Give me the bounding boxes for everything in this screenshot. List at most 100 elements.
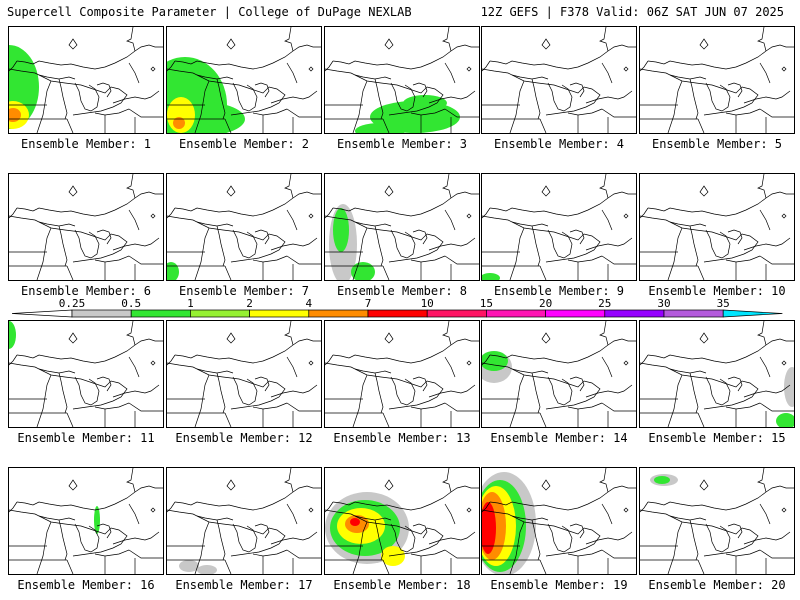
map-boundary (167, 207, 176, 219)
map-boundary (759, 62, 771, 84)
map-boundary (444, 549, 479, 559)
map-boundary (126, 174, 136, 199)
map-boundary (325, 354, 334, 366)
map-boundary (466, 360, 472, 366)
map-boundary (585, 531, 633, 545)
map-boundary (539, 559, 547, 574)
map-boundary (352, 374, 368, 427)
map-boundary (390, 229, 416, 259)
map-boundary (725, 549, 761, 557)
map-boundary (196, 221, 234, 227)
map-boundary (601, 255, 636, 265)
map-boundary (74, 229, 100, 259)
ensemble-member-map (481, 173, 637, 281)
map-boundary (16, 338, 163, 364)
map-boundary (254, 376, 270, 392)
ensemble-member-label: Ensemble Member: 11 (17, 431, 155, 445)
ensemble-member-map (639, 173, 795, 281)
map-boundary (226, 479, 236, 491)
ensemble-member-map (166, 26, 322, 134)
map-boundary (384, 38, 394, 50)
map-boundary (489, 44, 636, 70)
map-boundary (585, 90, 633, 104)
map-boundary (128, 356, 140, 378)
map-boundary (781, 213, 787, 219)
map-boundary (442, 468, 452, 493)
map-boundary (36, 374, 52, 427)
legend-color-bin (604, 309, 665, 318)
map-boundary (382, 265, 390, 280)
legend-tick-label: 30 (657, 297, 670, 310)
legend-color-bin (130, 309, 191, 318)
map-boundary (384, 332, 394, 344)
map-boundary (332, 485, 479, 511)
scp-contour-fill (482, 502, 496, 554)
scp-contour-fill (784, 367, 794, 407)
legend-color-bin (663, 309, 724, 318)
color-scale-legend: 0.25 0.5 1 2 4 7 10 15 20 25 30 35 (11, 297, 783, 318)
map-boundary (699, 185, 709, 197)
map-boundary (286, 108, 321, 118)
map-boundary (352, 80, 368, 133)
map-boundary (599, 321, 609, 346)
map-boundary (511, 221, 549, 227)
map-boundary (286, 255, 321, 265)
map-boundary (66, 265, 74, 280)
map-boundary (374, 519, 384, 561)
legend-color-bin (367, 309, 428, 318)
map-boundary (444, 209, 456, 231)
ensemble-member-label: Ensemble Member: 12 (175, 431, 313, 445)
map-boundary (354, 74, 392, 80)
map-boundary (599, 174, 609, 199)
map-boundary (444, 255, 479, 265)
map-boundary (332, 44, 479, 70)
map-boundary (352, 227, 368, 280)
ensemble-member-map (481, 26, 637, 134)
map-boundary (58, 372, 68, 414)
ensemble-member-label: Ensemble Member: 15 (648, 431, 786, 445)
map-boundary (308, 213, 314, 219)
map-boundary (759, 503, 771, 525)
map-boundary (167, 68, 286, 116)
map-boundary (725, 108, 761, 116)
map-boundary (74, 523, 100, 553)
scp-contour-fill (179, 560, 199, 572)
map-boundary (601, 62, 613, 84)
map-boundary (224, 265, 232, 280)
map-boundary (757, 321, 767, 346)
map-boundary (647, 338, 794, 364)
map-boundary (270, 531, 318, 545)
map-boundary (640, 60, 649, 72)
map-boundary (541, 38, 551, 50)
legend-color-bin (426, 309, 487, 318)
map-boundary (482, 68, 601, 116)
map-boundary (759, 356, 771, 378)
map-boundary (224, 559, 232, 574)
map-boundary (308, 66, 314, 72)
map-boundary (547, 376, 573, 406)
map-boundary (585, 384, 633, 398)
map-boundary (743, 531, 791, 545)
map-boundary (128, 503, 140, 525)
map-boundary (226, 38, 236, 50)
map-boundary (466, 66, 472, 72)
map-boundary (442, 174, 452, 199)
map-boundary (194, 227, 210, 280)
map-boundary (511, 368, 549, 374)
ensemble-member-label: Ensemble Member: 5 (651, 137, 783, 151)
map-boundary (150, 66, 156, 72)
ensemble-member-map (166, 173, 322, 281)
scp-contour-fill (9, 321, 16, 349)
ensemble-member-map (324, 467, 480, 575)
map-boundary (354, 221, 392, 227)
map-boundary (66, 559, 74, 574)
map-boundary (16, 44, 163, 70)
map-boundary (509, 80, 525, 133)
map-boundary (444, 62, 456, 84)
map-boundary (489, 485, 636, 511)
map-boundary (270, 384, 318, 398)
map-boundary (410, 255, 446, 263)
map-boundary (509, 374, 525, 427)
map-boundary (640, 362, 759, 410)
map-boundary (16, 485, 163, 511)
